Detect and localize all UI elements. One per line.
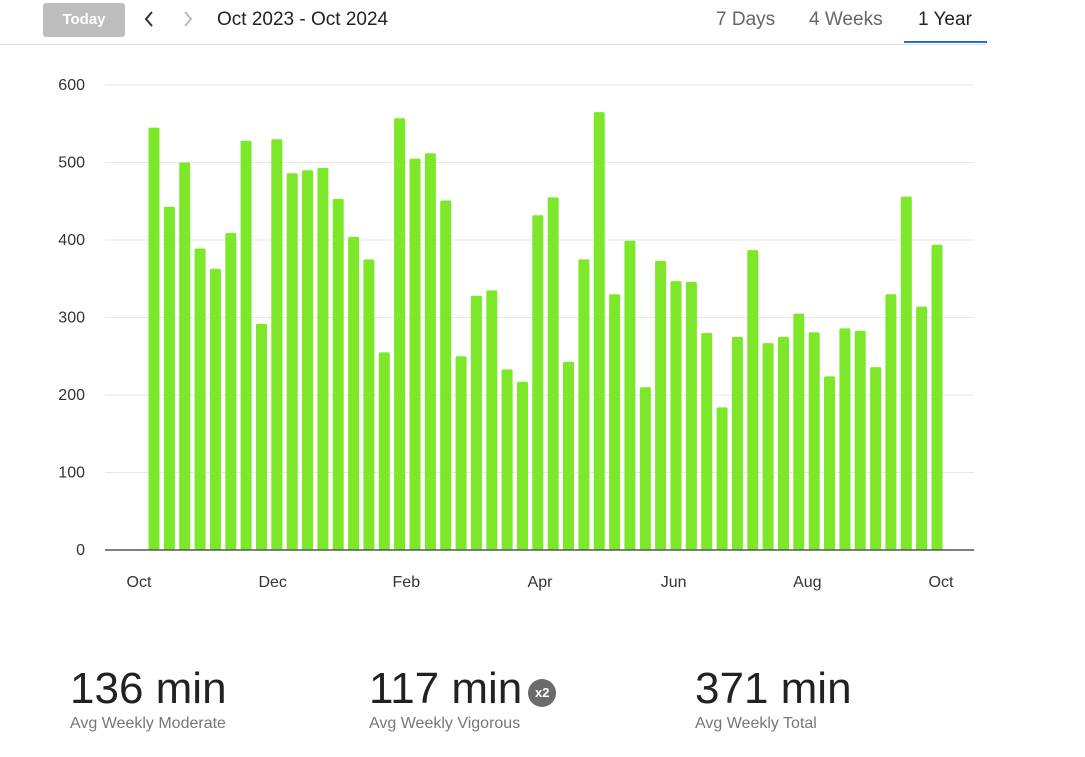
y-tick-label: 400	[58, 232, 85, 249]
bar[interactable]	[731, 336, 743, 550]
bar[interactable]	[378, 352, 390, 550]
bar[interactable]	[824, 376, 835, 550]
bar[interactable]	[240, 140, 252, 551]
date-range-label: Oct 2023 - Oct 2024	[217, 9, 389, 30]
bar[interactable]	[655, 260, 667, 550]
stat-vigorous: 117 min x2 Avg Weekly Vigorous	[369, 663, 557, 733]
bar[interactable]	[394, 118, 406, 551]
date-range-toolbar: Today Oct 2023 - Oct 2024 7 Days 4 Weeks…	[0, 0, 987, 45]
stat-total-value: 371 min	[695, 664, 852, 713]
stat-moderate-value: 136 min	[70, 664, 227, 713]
tab-1-year[interactable]: 1 Year	[918, 9, 972, 30]
bar[interactable]	[440, 200, 452, 551]
bar[interactable]	[670, 281, 682, 550]
tab-7-days[interactable]: 7 Days	[716, 9, 776, 30]
bar[interactable]	[685, 281, 697, 550]
stat-moderate: 136 min Avg Weekly Moderate	[70, 663, 227, 733]
active-tab-indicator	[904, 41, 987, 43]
bar[interactable]	[286, 173, 298, 551]
bar[interactable]	[179, 162, 191, 551]
bar[interactable]	[885, 294, 897, 550]
x-tick-label: Dec	[258, 574, 286, 591]
y-tick-label: 0	[76, 542, 85, 559]
multiplier-badge: x2	[528, 679, 557, 707]
bar[interactable]	[517, 381, 528, 550]
stat-total-label: Avg Weekly Total	[695, 715, 817, 732]
stat-total: 371 min Avg Weekly Total	[695, 663, 852, 733]
bar[interactable]	[470, 295, 482, 550]
bar[interactable]	[808, 332, 820, 550]
weekly-minutes-bar-chart: 0 100 200 300 400 500 600 Oct Dec Feb Apr Jun Aug Oct	[58, 77, 974, 591]
bar[interactable]	[900, 196, 912, 550]
bar[interactable]	[455, 356, 467, 551]
x-tick-label: Jun	[661, 574, 687, 591]
bar[interactable]	[271, 139, 283, 551]
bar[interactable]	[593, 112, 605, 550]
axes: 0 100 200 300 400 500 600 Oct Dec Feb Apr Jun Aug Oct	[58, 77, 974, 591]
x-tick-label: Feb	[393, 574, 421, 591]
bar[interactable]	[701, 333, 713, 550]
bar[interactable]	[870, 367, 882, 550]
bar[interactable]	[501, 369, 513, 550]
y-tick-label: 100	[58, 465, 85, 482]
bar[interactable]	[256, 323, 267, 550]
bar[interactable]	[839, 328, 851, 550]
bar[interactable]	[931, 244, 943, 550]
tab-4-weeks[interactable]: 4 Weeks	[809, 9, 883, 30]
y-tick-label: 500	[58, 155, 85, 172]
bar[interactable]	[148, 127, 160, 550]
bar[interactable]	[363, 259, 375, 550]
bar[interactable]	[332, 198, 344, 550]
bar[interactable]	[609, 294, 621, 550]
bar[interactable]	[225, 233, 237, 550]
bar[interactable]	[563, 361, 574, 550]
x-tick-label: Aug	[793, 574, 821, 591]
bar[interactable]	[578, 259, 590, 550]
chevron-left-icon[interactable]	[138, 6, 162, 32]
bar[interactable]	[163, 206, 175, 550]
bar[interactable]	[409, 158, 421, 550]
bar[interactable]	[532, 215, 544, 550]
bar[interactable]	[317, 167, 329, 550]
chevron-right-icon[interactable]	[176, 6, 200, 32]
bar[interactable]	[424, 153, 436, 550]
bar[interactable]	[624, 240, 636, 551]
bar[interactable]	[916, 306, 928, 550]
bar[interactable]	[762, 343, 774, 550]
bar[interactable]	[716, 407, 728, 550]
bar[interactable]	[778, 336, 789, 550]
x-tick-label: Oct	[127, 574, 152, 591]
bar[interactable]	[639, 387, 651, 551]
x-tick-label: Apr	[528, 574, 554, 591]
stat-moderate-label: Avg Weekly Moderate	[70, 715, 226, 732]
bar[interactable]	[194, 248, 206, 551]
bar[interactable]	[547, 197, 559, 550]
bars	[148, 112, 943, 551]
bar[interactable]	[302, 170, 313, 551]
bar[interactable]	[348, 236, 360, 550]
bar[interactable]	[486, 290, 498, 550]
stat-vigorous-label: Avg Weekly Vigorous	[369, 715, 521, 732]
bar[interactable]	[747, 250, 759, 550]
bar[interactable]	[793, 313, 805, 550]
y-tick-label: 200	[58, 387, 85, 404]
bar[interactable]	[209, 268, 221, 550]
bar[interactable]	[854, 330, 866, 550]
stat-vigorous-value: 117 min	[369, 664, 523, 713]
y-tick-label: 600	[58, 77, 85, 94]
x-tick-label: Oct	[929, 574, 954, 591]
today-button[interactable]: Today	[43, 3, 125, 37]
y-tick-label: 300	[58, 310, 85, 327]
